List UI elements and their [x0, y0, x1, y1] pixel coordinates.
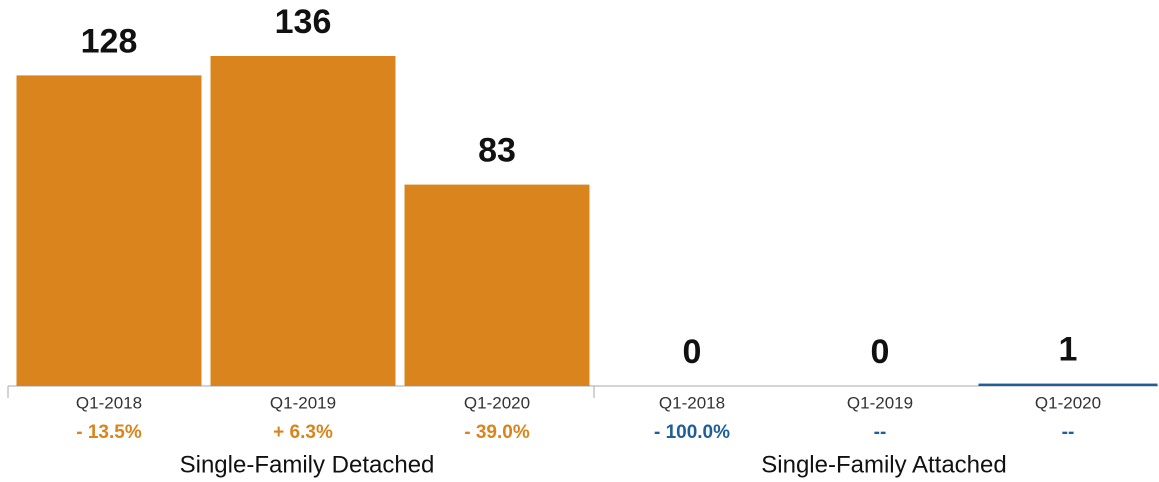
bar [978, 383, 1158, 386]
group-title: Single-Family Detached [180, 451, 435, 478]
change-label: - 39.0% [464, 422, 530, 443]
bar [16, 75, 202, 386]
change-label: - 13.5% [76, 422, 142, 443]
category-label: Q1-2018 [659, 393, 725, 412]
value-label: 83 [478, 132, 516, 170]
value-label: 1 [1059, 331, 1078, 369]
change-label: -- [1062, 422, 1075, 443]
change-label: -- [874, 422, 887, 443]
category-label: Q1-2020 [464, 393, 530, 412]
value-label: 0 [871, 333, 890, 371]
bar [404, 184, 590, 386]
category-label: Q1-2019 [847, 393, 913, 412]
change-label: - 100.0% [654, 422, 730, 443]
value-label: 136 [275, 3, 332, 41]
category-label: Q1-2018 [76, 393, 142, 412]
value-label: 0 [683, 333, 702, 371]
category-label: Q1-2019 [270, 393, 336, 412]
bar [210, 56, 396, 386]
group-title: Single-Family Attached [761, 451, 1006, 478]
change-label: + 6.3% [273, 422, 333, 443]
value-label: 128 [81, 22, 138, 60]
category-label: Q1-2020 [1035, 393, 1101, 412]
